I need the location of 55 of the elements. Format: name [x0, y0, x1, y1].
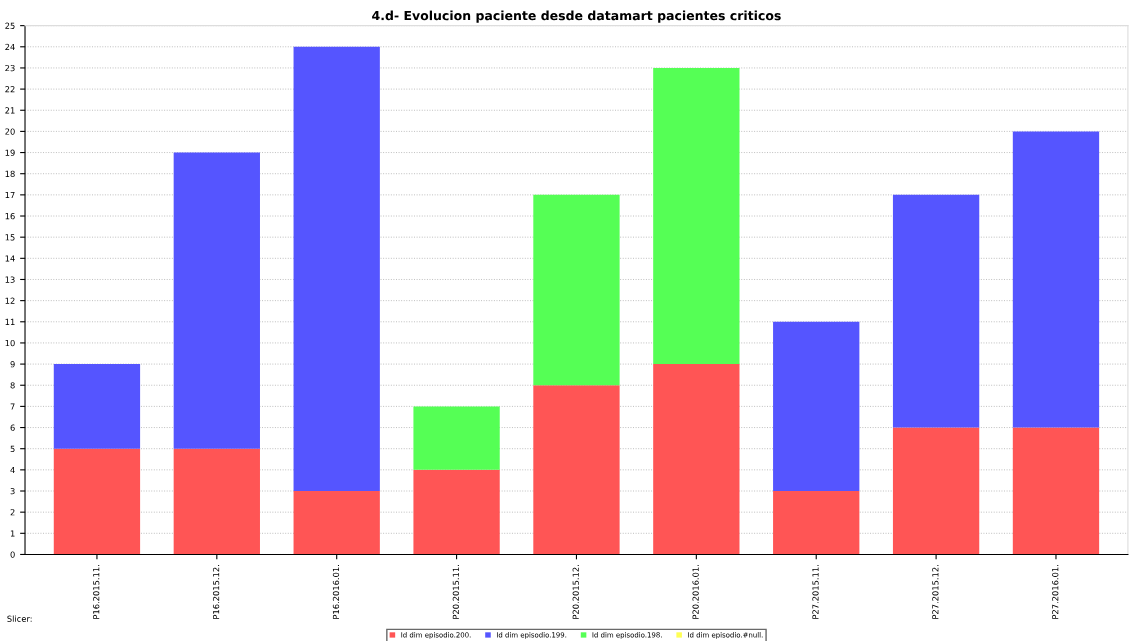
y-tick-label: 8	[10, 382, 15, 389]
x-tick-label: P20.2015.12.	[572, 565, 579, 619]
x-tick-label: P20.2016.01.	[692, 565, 699, 619]
chart-title: 4.d- Evolucion paciente desde datamart pacientes criticos	[372, 10, 781, 23]
x-tick-label: P27.2016.01.	[1052, 565, 1059, 619]
bar	[773, 321, 860, 492]
y-tick-label: 25	[5, 22, 15, 29]
bar	[413, 406, 500, 470]
y-tick-label: 0	[10, 551, 15, 558]
y-tick-label: 3	[10, 487, 15, 495]
x-tick-label: P20.2015.11.	[452, 565, 459, 619]
y-tick-label: 2	[10, 509, 15, 516]
bar	[892, 427, 980, 555]
x-tick-label: P16.2015.12.	[212, 565, 220, 619]
x-tick-label: P27.2015.11.	[812, 565, 819, 619]
bar	[533, 385, 620, 555]
bar	[533, 194, 620, 386]
y-tick-label: 16	[5, 213, 15, 220]
y-tick-label: 10	[5, 339, 15, 347]
bar	[773, 491, 860, 555]
y-tick-label: 12	[5, 297, 15, 304]
y-tick-label: 9	[10, 361, 15, 368]
bar	[293, 46, 380, 492]
y-tick-label: 13	[5, 276, 15, 283]
y-tick-label: 1	[10, 530, 15, 537]
y-tick-label: 15	[5, 234, 15, 241]
x-tick-label: P27.2015.12.	[932, 565, 939, 619]
y-tick-label: 19	[5, 149, 15, 156]
y-tick-label: 18	[5, 170, 15, 177]
bar	[53, 448, 141, 555]
y-tick-label: 11	[5, 318, 15, 325]
bar	[173, 152, 260, 449]
y-tick-label: 4	[10, 466, 15, 474]
bar	[653, 364, 740, 555]
y-tick-label: 24	[5, 43, 15, 50]
y-tick-label: 17	[5, 191, 15, 199]
bar	[413, 469, 500, 555]
x-tick-label: P16.2016.01.	[332, 565, 340, 619]
y-tick-label: 22	[5, 86, 15, 93]
y-tick-label: 7	[10, 403, 15, 410]
bar	[892, 194, 980, 428]
y-tick-label: 5	[10, 445, 15, 452]
y-tick-label: 6	[10, 424, 15, 431]
bar	[653, 67, 740, 365]
bar	[293, 491, 380, 555]
bar	[1012, 131, 1100, 428]
bar	[53, 364, 141, 449]
bar	[173, 448, 260, 555]
text: Slicer:	[7, 615, 32, 622]
y-tick-label: 23	[5, 64, 15, 72]
y-tick-label: 14	[5, 255, 15, 262]
x-tick-label: P16.2015.11.	[93, 565, 100, 619]
y-tick-label: 20	[5, 128, 15, 135]
bar	[1012, 427, 1100, 555]
y-tick-label: 21	[5, 107, 15, 114]
